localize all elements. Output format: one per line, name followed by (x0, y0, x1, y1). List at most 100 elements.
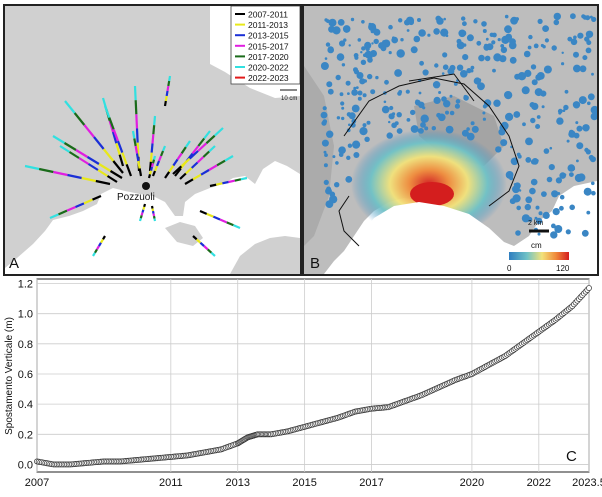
insar-point (471, 125, 479, 133)
insar-point (321, 139, 329, 147)
x-tick-label: 2017 (359, 477, 383, 489)
insar-point (477, 82, 485, 91)
insar-point (388, 24, 393, 30)
vector-segment (49, 213, 59, 220)
caldera-rim-west (338, 195, 360, 247)
insar-point (370, 29, 374, 34)
insar-point (422, 69, 429, 76)
insar-point (460, 30, 467, 37)
insar-point (591, 16, 597, 22)
vector-segment (151, 210, 155, 214)
insar-point (546, 176, 553, 183)
insar-point (418, 91, 422, 95)
insar-point (524, 203, 531, 211)
panel-letter-b: B (310, 255, 321, 272)
insar-point (582, 55, 588, 61)
insar-point (588, 154, 594, 161)
vector-segment (199, 241, 205, 247)
insar-point (445, 110, 449, 115)
vector-segment (116, 140, 124, 154)
insar-point (366, 120, 371, 125)
insar-point (436, 112, 441, 118)
insar-point (332, 155, 336, 159)
insar-point (482, 111, 486, 115)
insar-point (501, 35, 510, 44)
insar-point (363, 79, 367, 83)
insar-point (341, 63, 346, 67)
insar-point (398, 18, 403, 23)
insar-point (482, 117, 486, 121)
insar-point (577, 32, 584, 39)
insar-point (456, 38, 462, 44)
insar-point (561, 51, 564, 54)
insar-point (357, 90, 363, 96)
insar-point (436, 17, 444, 25)
vector-segment (151, 134, 155, 144)
insar-point (525, 137, 533, 146)
insar-point (476, 40, 482, 46)
insar-point (554, 225, 563, 233)
vector-segment (112, 160, 124, 174)
insar-point (359, 127, 368, 136)
vector-segment (147, 174, 152, 179)
vector-segment (148, 170, 153, 175)
insar-point (352, 140, 361, 149)
insar-point (585, 15, 591, 21)
insar-point (347, 92, 350, 95)
insar-point (550, 231, 558, 239)
insar-point (364, 50, 373, 59)
vector-segment (38, 167, 54, 174)
insar-point (343, 38, 347, 42)
insar-point (329, 191, 336, 198)
insar-point (522, 122, 526, 127)
insar-point (535, 124, 541, 129)
insar-point (559, 194, 565, 200)
insar-point (482, 29, 487, 33)
insar-point (410, 109, 416, 116)
insar-point (515, 230, 521, 236)
insar-point (590, 112, 597, 121)
vector-segment (137, 160, 141, 169)
vector-segment (64, 100, 76, 114)
vector-segment (149, 152, 153, 162)
vector-segment (133, 85, 137, 101)
insar-point (562, 109, 566, 112)
vector-map: Pozzuoli 10 cm 2007-20112011-20132013-20… (5, 6, 300, 274)
vector-segment (206, 212, 214, 218)
y-axis-label: Spostamento Verticale (m) (4, 317, 15, 435)
x-axis: 2007 2011 2013 2015 2017 2020 2022 2023.5 (25, 477, 602, 489)
insar-point (542, 211, 550, 219)
vector-segment (63, 142, 77, 151)
insar-point (327, 88, 334, 95)
insar-point (537, 232, 541, 236)
insar-point (354, 55, 359, 60)
insar-point (533, 43, 539, 49)
x-tick-label: 2020 (460, 477, 484, 489)
insar-point (396, 128, 403, 134)
vector-segment (133, 138, 137, 147)
insar-point (342, 25, 351, 33)
insar-point (524, 69, 532, 77)
insar-point (449, 94, 453, 98)
y-tick-label: 1.2 (18, 279, 33, 291)
insar-point (492, 68, 496, 73)
insar-point (510, 16, 518, 25)
insar-point (583, 187, 592, 196)
vector-segment (219, 218, 228, 224)
vector-segment (115, 143, 121, 155)
vector-segment (152, 155, 157, 160)
insar-point (323, 179, 329, 185)
insar-point (347, 143, 353, 148)
insar-point (493, 53, 502, 62)
insar-point (495, 146, 502, 153)
insar-point (357, 96, 362, 101)
insar-point (322, 106, 327, 111)
grid (36, 279, 590, 472)
insar-point (359, 78, 366, 85)
caldera-rim-north (408, 73, 475, 102)
insar-point (484, 43, 488, 48)
insar-point (361, 20, 365, 24)
insar-point (500, 139, 508, 147)
insar-point (441, 72, 445, 75)
insar-point (566, 139, 570, 143)
